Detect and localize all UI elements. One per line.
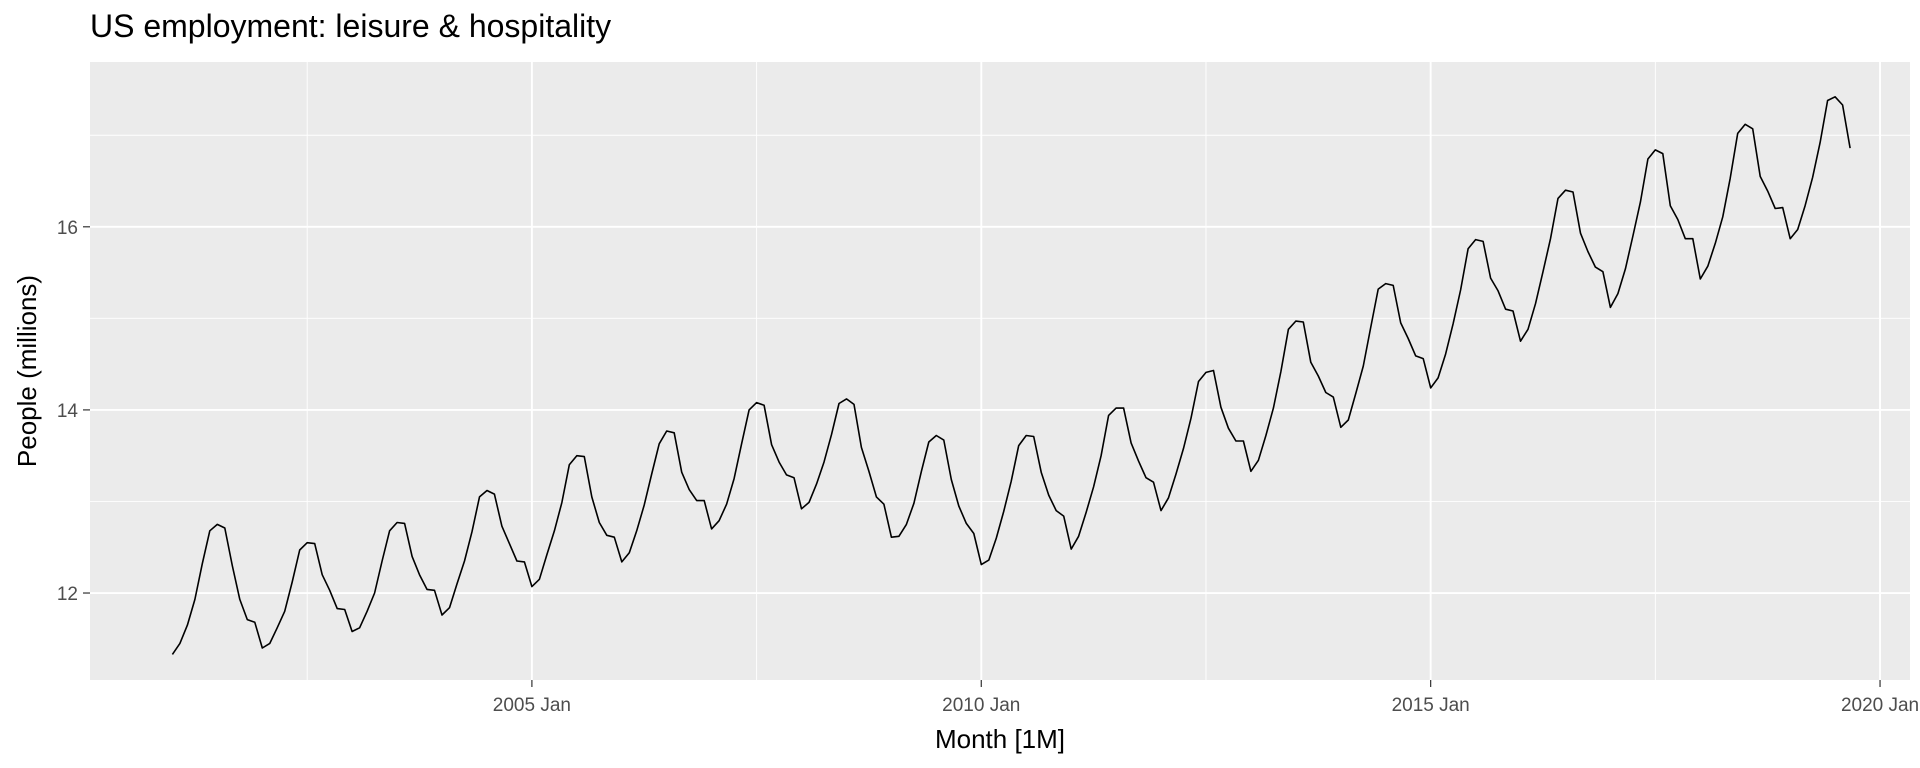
y-tick-label: 16 [57,218,78,239]
x-tick-label: 2010 Jan [942,695,1020,716]
chart-title: US employment: leisure & hospitality [90,8,612,44]
x-tick-label: 2015 Jan [1392,695,1470,716]
major-gridlines [90,62,1910,680]
minor-gridlines [90,62,1910,680]
y-tick-label: 14 [57,401,79,422]
y-axis-title: People (millions) [12,275,42,467]
y-tick-label: 12 [57,584,78,605]
y-axis-tick-labels: 12 14 16 [57,218,79,605]
x-axis-title: Month [1M] [935,724,1065,754]
plot-panel [90,62,1910,680]
series-line [171,96,1851,655]
x-tick-label: 2020 Jan [1841,695,1919,716]
axis-ticks [83,226,1881,687]
x-tick-label: 2005 Jan [493,695,571,716]
x-axis-tick-labels: 2005 Jan 2010 Jan 2015 Jan 2020 Jan [493,695,1919,716]
